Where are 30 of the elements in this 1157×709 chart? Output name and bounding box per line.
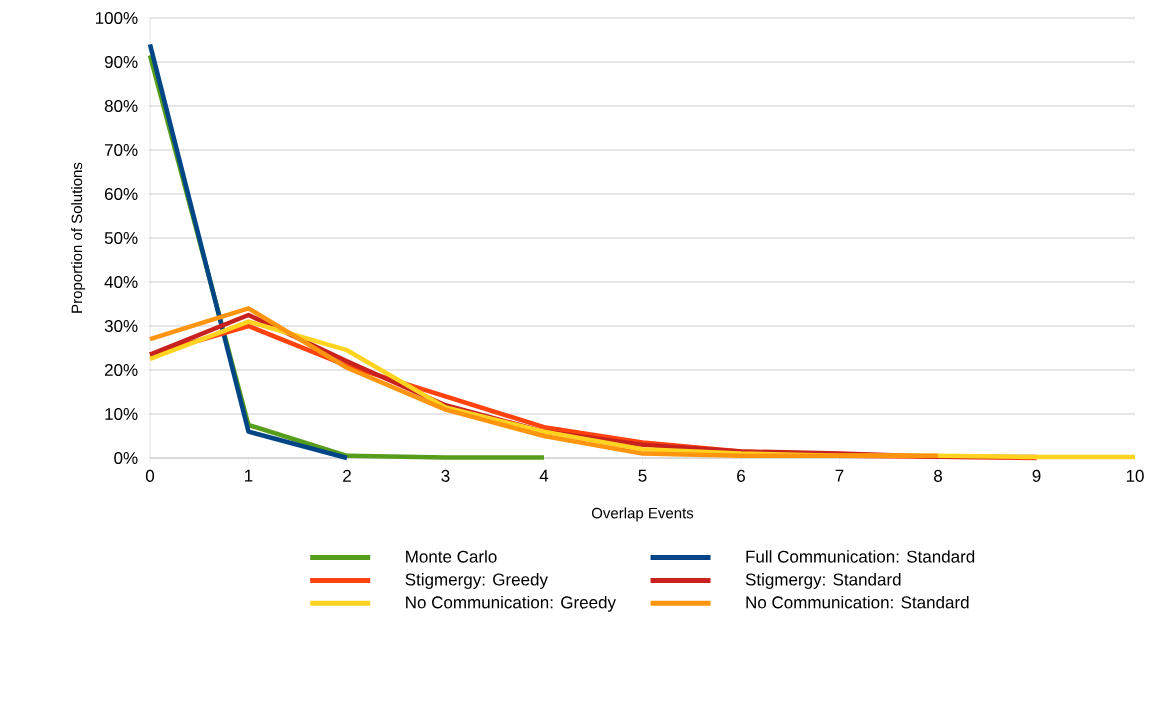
y-tick-label: 100%	[95, 11, 138, 25]
x-tick-label: 7	[835, 469, 844, 482]
y-tick-label: 50%	[104, 231, 138, 245]
y-tick-label: 60%	[104, 187, 138, 201]
y-tick-label: 20%	[104, 363, 138, 377]
legend-label: Stigmergy: Standard	[745, 573, 901, 589]
x-tick-label: 3	[441, 469, 450, 482]
x-tick-label: 5	[638, 469, 647, 482]
x-tick-label: 6	[737, 469, 745, 482]
x-axis-title: Overlap Events	[591, 507, 694, 522]
legend-label: No Communication: Standard	[746, 595, 969, 609]
y-tick-label: 90%	[104, 55, 138, 69]
x-tick-label: 9	[1032, 469, 1041, 482]
y-tick-label: 70%	[104, 143, 138, 157]
x-tick-label: 4	[539, 469, 549, 482]
y-tick-label: 80%	[104, 99, 138, 113]
y-tick-label: 30%	[104, 319, 138, 333]
x-tick-label: 0	[145, 469, 155, 482]
legend-label: Full Communication: Standard	[746, 550, 975, 563]
x-tick-label: 2	[343, 469, 351, 482]
legend-label: Stigmergy: Greedy	[405, 573, 548, 589]
x-tick-label: 10	[1126, 469, 1144, 482]
legend-label: No Communication: Greedy	[406, 595, 616, 612]
y-tick-label: 40%	[104, 275, 138, 289]
y-tick-label: 0%	[114, 451, 138, 465]
y-tick-label: 10%	[105, 407, 138, 421]
legend-label: Monte Carlo	[406, 550, 497, 563]
x-tick-label: 1	[245, 469, 253, 482]
y-axis-title: Proportion of Solutions	[71, 162, 86, 313]
x-tick-label: 8	[934, 469, 942, 482]
